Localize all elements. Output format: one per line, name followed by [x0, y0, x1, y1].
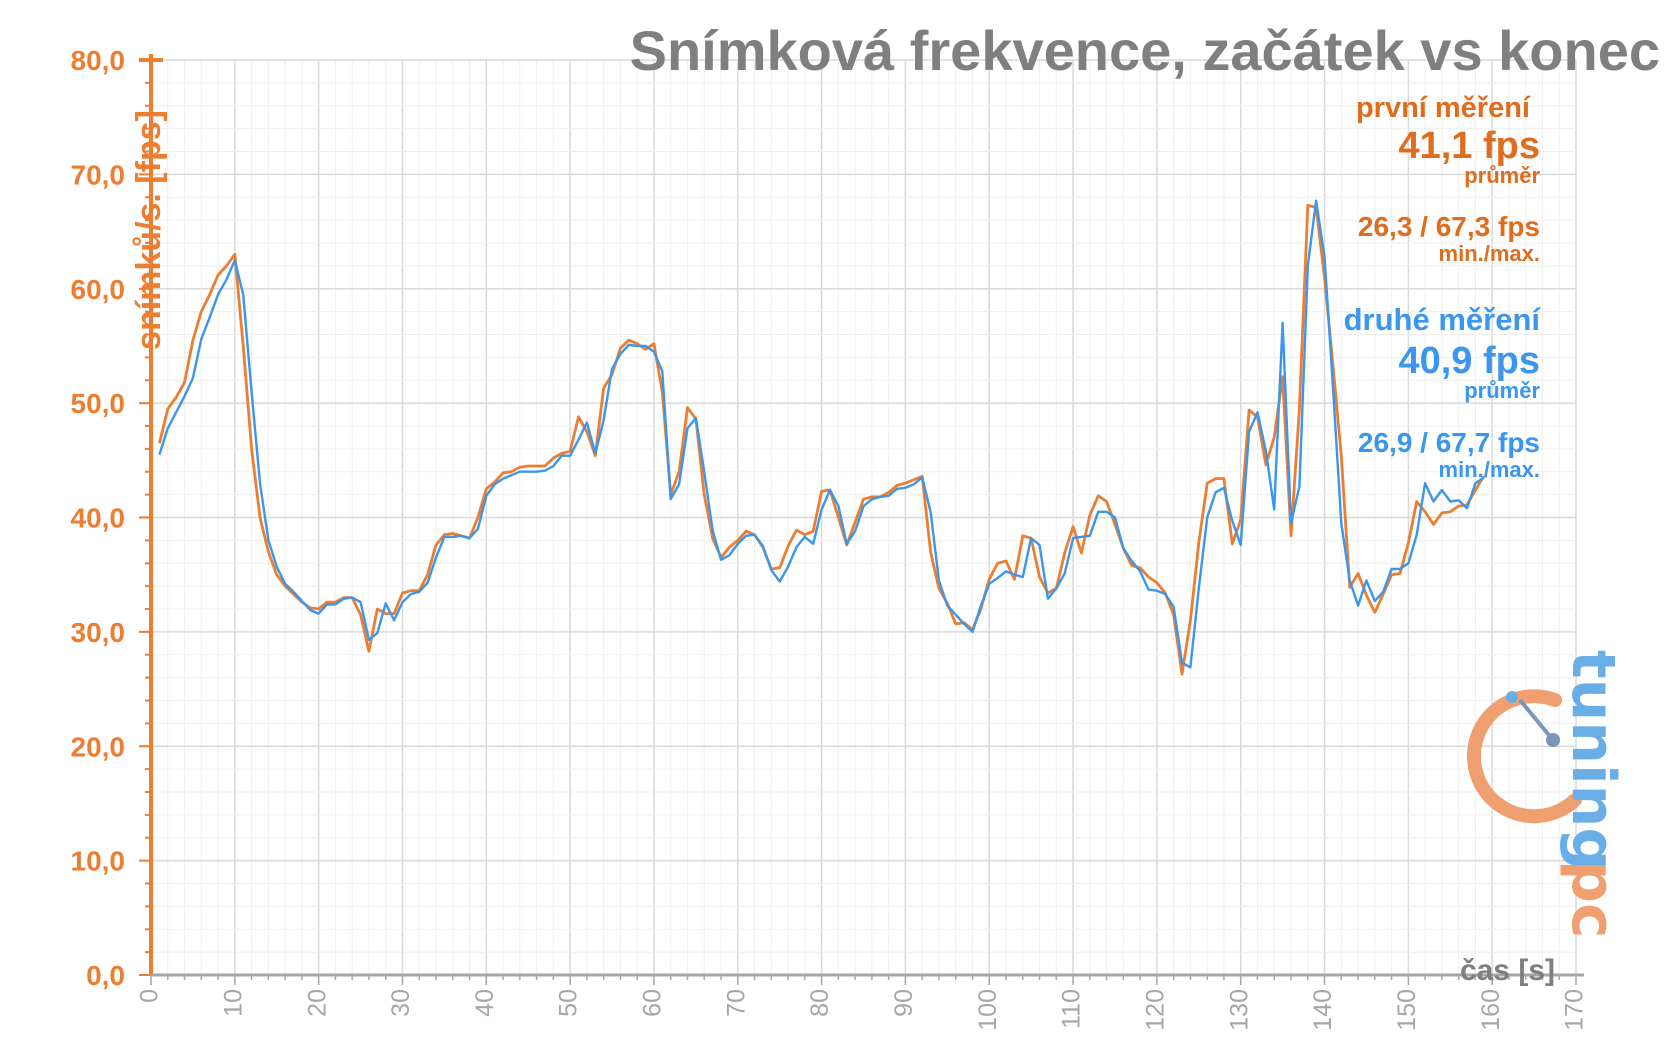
- x-tick-label: 60: [639, 989, 667, 1017]
- x-tick-label: 20: [303, 989, 331, 1017]
- x-tick-label: 170: [1561, 989, 1589, 1031]
- speedometer-icon: [1467, 689, 1582, 824]
- x-tick-label: 140: [1309, 989, 1337, 1031]
- x-tick-label: 0: [136, 989, 164, 1003]
- second-minmax-value: 26,9 / 67,7 fps: [1358, 427, 1540, 458]
- x-tick-label: 110: [1058, 989, 1086, 1029]
- series-line-first: [158, 203, 1485, 676]
- x-tick-label: 30: [387, 989, 415, 1017]
- first-minmax-value: 26,3 / 67,3 fps: [1358, 211, 1540, 242]
- x-tick-label: 150: [1393, 989, 1421, 1031]
- x-tick-label: 40: [471, 989, 499, 1017]
- y-tick-label: 10,0: [71, 846, 126, 877]
- x-tick-label: 160: [1477, 989, 1505, 1031]
- chart-title: Snímková frekvence, začátek vs konec: [630, 19, 1660, 82]
- series-group: [158, 199, 1485, 676]
- first-minmax-label: min./max.: [1439, 241, 1540, 266]
- x-tick-label: 100: [974, 989, 1002, 1031]
- x-tick-label: 80: [806, 989, 834, 1017]
- annotation-panel: první měření 41,1 fps průměr 26,3 / 67,3…: [1344, 92, 1542, 482]
- x-tick-label: 130: [1225, 989, 1253, 1031]
- axes: 0,0 10,0 20,0 30,0 40,0 50,0 60,0 70,0 80,0 0 10 20…: [71, 45, 1589, 1031]
- second-average-value: 40,9 fps: [1398, 340, 1540, 382]
- y-tick-label: 80,0: [71, 45, 126, 76]
- pctuning-logo: tuning pc: [1467, 650, 1628, 939]
- y-tick-label: 70,0: [71, 159, 126, 190]
- y-axis-label: snímků/s. [fps]: [130, 110, 168, 350]
- second-average-label: průměr: [1464, 378, 1540, 403]
- first-series-name: první měření: [1356, 92, 1531, 124]
- logo-text-pc: pc: [1558, 860, 1628, 939]
- second-series-name: druhé měření: [1344, 302, 1542, 337]
- x-tick-label: 70: [722, 989, 750, 1017]
- first-average-label: průměr: [1464, 163, 1540, 188]
- series-line-second: [158, 199, 1485, 669]
- x-tick-label: 50: [555, 989, 583, 1017]
- second-minmax-label: min./max.: [1439, 457, 1540, 482]
- x-tick-label: 10: [219, 989, 247, 1017]
- logo-text-tuning: tuning: [1558, 650, 1628, 870]
- logo-text-pc-wrap: pc: [1558, 860, 1628, 939]
- logo-text: tuning: [1558, 650, 1628, 870]
- x-tick-label: 90: [890, 989, 918, 1017]
- grid: [150, 59, 1577, 976]
- y-tick-label: 30,0: [71, 617, 126, 648]
- x-axis-label: čas [s]: [1460, 954, 1555, 987]
- first-average-value: 41,1 fps: [1398, 125, 1540, 167]
- y-tick-label: 60,0: [71, 274, 126, 305]
- y-tick-label: 40,0: [71, 503, 126, 534]
- x-tick-label: 120: [1141, 989, 1169, 1031]
- y-tick-label: 20,0: [71, 731, 126, 762]
- y-tick-label: 0,0: [86, 960, 125, 991]
- y-tick-label: 50,0: [71, 388, 126, 419]
